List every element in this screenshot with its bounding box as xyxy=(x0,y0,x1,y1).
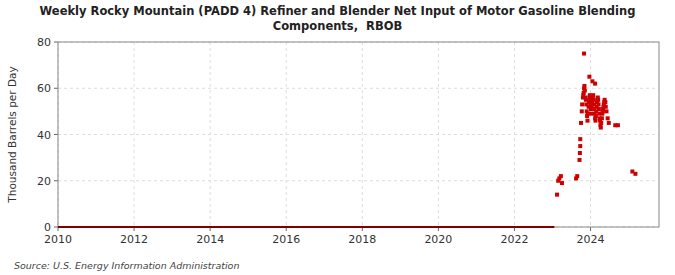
scatter-point xyxy=(559,174,563,178)
scatter-point xyxy=(580,109,584,113)
scatter-point xyxy=(582,52,586,56)
scatter-point xyxy=(593,119,597,123)
y-tick-label: 40 xyxy=(37,129,51,142)
scatter-point xyxy=(579,121,583,125)
grid-line-y xyxy=(58,134,659,135)
scatter-point xyxy=(585,119,589,123)
y-tick xyxy=(54,227,58,228)
scatter-point xyxy=(597,102,601,106)
chart: 2010 2012 2014 2016 2018 2020 2022 2024 0 20 40 60 8… xyxy=(0,0,675,275)
scatter-point xyxy=(600,116,604,120)
y-tick-label: 0 xyxy=(44,221,51,234)
grid-line-x xyxy=(362,42,363,227)
grid-line-y xyxy=(58,180,659,181)
scatter-point xyxy=(586,112,590,116)
scatter-point xyxy=(555,193,559,197)
grid-line-y xyxy=(58,88,659,89)
scatter-point xyxy=(591,93,595,97)
scatter-point xyxy=(578,158,582,162)
scatter-point xyxy=(592,98,596,102)
grid-line-x xyxy=(134,42,135,227)
y-tick-label: 20 xyxy=(37,175,51,188)
x-tick-label: 2014 xyxy=(196,233,224,246)
x-tick xyxy=(590,227,591,231)
scatter-series xyxy=(582,52,597,86)
scatter-point xyxy=(578,144,582,148)
axes: 2010 2012 2014 2016 2018 2020 2022 2024 0 20 40 60 8… xyxy=(37,36,605,246)
scatter-point xyxy=(633,172,637,176)
scatter-point xyxy=(587,75,591,79)
title-line: Weekly Rocky Mountain (PADD 4) Refiner a… xyxy=(40,4,636,18)
grid-line-x xyxy=(590,42,591,227)
scatter-point xyxy=(578,151,582,155)
x-tick-label: 2010 xyxy=(44,233,72,246)
source-note: Source: U.S. Energy Information Administ… xyxy=(14,260,239,271)
scatter-point xyxy=(603,100,607,104)
scatter-point xyxy=(597,107,601,111)
grid xyxy=(58,42,659,227)
scatter-point xyxy=(599,126,603,130)
x-tick-label: 2022 xyxy=(500,233,528,246)
y-tick xyxy=(54,180,58,181)
scatter-series xyxy=(555,84,637,197)
x-tick-label: 2016 xyxy=(272,233,300,246)
scatter-point xyxy=(604,105,608,109)
scatter-point xyxy=(616,123,620,127)
plot-frame xyxy=(58,42,659,227)
x-tick-label: 2012 xyxy=(120,233,148,246)
scatter-point xyxy=(580,102,584,106)
scatter-point xyxy=(593,82,597,86)
y-tick xyxy=(54,88,58,89)
y-tick-label: 60 xyxy=(37,82,51,95)
scatter-point xyxy=(605,109,609,113)
scatter-point xyxy=(596,98,600,102)
y-tick xyxy=(54,134,58,135)
x-tick-label: 2020 xyxy=(424,233,452,246)
scatter-point xyxy=(575,174,579,178)
scatter-point xyxy=(606,116,610,120)
title-line: Components, RBOB xyxy=(273,19,403,33)
y-tick xyxy=(54,42,58,43)
chart-container: 2010 2012 2014 2016 2018 2020 2022 2024 0 20 40 60 8… xyxy=(0,0,675,275)
scatter-point xyxy=(589,112,593,116)
plot-area xyxy=(58,52,637,227)
background xyxy=(0,0,675,275)
y-tick-label: 80 xyxy=(37,36,51,49)
scatter-point xyxy=(582,84,586,88)
y-axis-label: Thousand Barrels per Day xyxy=(6,66,18,203)
scatter-point xyxy=(583,89,587,93)
scatter-point xyxy=(560,181,564,185)
scatter-point xyxy=(599,121,603,125)
x-tick-label: 2018 xyxy=(348,233,376,246)
scatter-point xyxy=(607,121,611,125)
title: Weekly Rocky Mountain (PADD 4) Refiner a… xyxy=(40,4,636,33)
baseline-line xyxy=(58,226,554,228)
x-tick-label: 2024 xyxy=(577,233,605,246)
scatter-point xyxy=(594,114,598,118)
scatter-point xyxy=(578,137,582,141)
